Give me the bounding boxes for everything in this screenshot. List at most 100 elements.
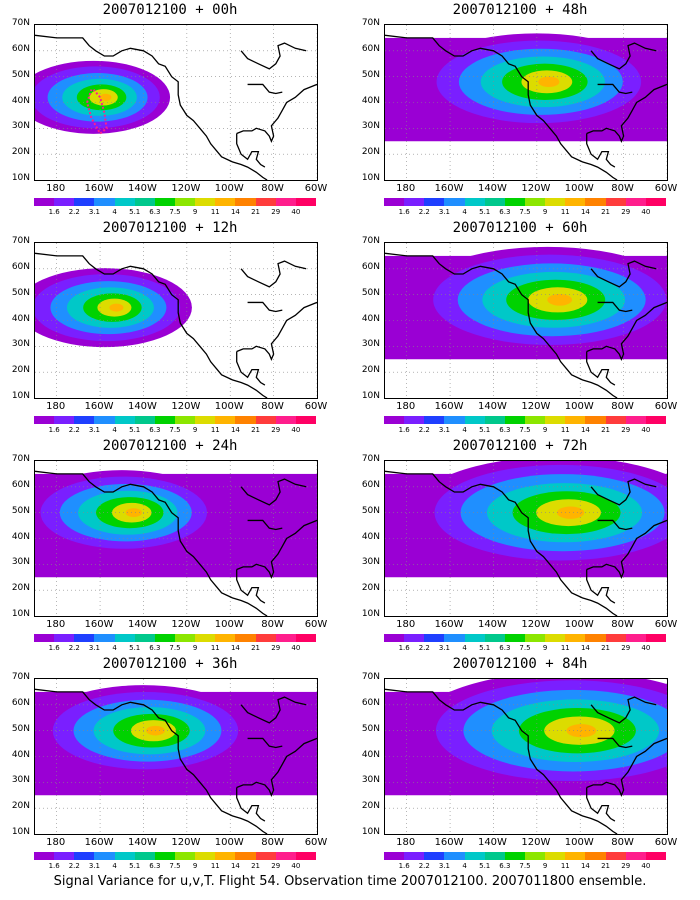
lon-label: 160W — [434, 837, 464, 848]
lon-label: 100W — [564, 401, 594, 412]
coastline — [236, 787, 266, 822]
colorbar-label: 14 — [230, 862, 240, 870]
coastline — [586, 83, 667, 144]
lon-label: 120W — [521, 619, 551, 630]
lon-label: 180 — [46, 183, 66, 194]
lon-label: 140W — [477, 837, 507, 848]
colorbar-swatch — [384, 852, 405, 860]
coastline — [35, 470, 268, 616]
colorbar-swatch — [424, 634, 445, 642]
lon-label: 80W — [611, 183, 634, 194]
colorbar-swatch — [174, 852, 196, 860]
colorbar-swatch — [484, 852, 505, 860]
colorbar-swatch — [384, 198, 405, 206]
colorbar-swatch — [34, 416, 55, 424]
colorbar-label: 21 — [601, 644, 611, 652]
flight-track — [86, 88, 108, 136]
lon-label: 160W — [84, 183, 114, 194]
map-panel: 2007012100 + 24h 70N 60N 50N 40N 30N 20N 10N 180… — [0, 436, 340, 654]
panel-title: 2007012100 + 72h — [452, 438, 588, 454]
lat-label: 70N — [361, 236, 380, 246]
colorbar-swatch — [444, 416, 465, 424]
colorbar-label: 4 — [462, 862, 467, 870]
coastline — [586, 569, 616, 604]
lon-label: 140W — [127, 401, 157, 412]
colorbar-swatch — [545, 634, 566, 642]
lon-label: 60W — [654, 401, 678, 412]
colorbar-label: 21 — [251, 862, 261, 870]
colorbar-label: 9 — [192, 208, 198, 216]
coastline — [385, 470, 618, 616]
lat-label: 20N — [361, 583, 380, 594]
lat-label: 30N — [361, 121, 380, 132]
lat-label: 20N — [11, 147, 30, 158]
colorbar-label: 3.1 — [438, 644, 450, 652]
colorbar-swatch — [565, 198, 586, 206]
coastline — [586, 351, 616, 386]
colorbar — [34, 416, 316, 424]
colorbar-swatch — [255, 852, 276, 860]
colorbar-label: 9 — [192, 644, 198, 652]
lon-label: 180 — [396, 183, 416, 194]
colorbar-swatch — [114, 198, 135, 206]
colorbar-swatch — [585, 198, 606, 206]
colorbar-swatch — [444, 852, 465, 860]
colorbar-swatch — [645, 198, 666, 206]
colorbar-swatch — [524, 852, 546, 860]
lat-label: 40N — [11, 749, 30, 760]
lon-label: 120W — [171, 619, 201, 630]
lat-label: 70N — [11, 236, 30, 246]
coastline — [385, 34, 618, 180]
colorbar-label: 7.5 — [169, 862, 181, 870]
lat-label: 40N — [361, 749, 380, 760]
colorbar-label: 7.5 — [519, 644, 531, 652]
colorbar-swatch — [195, 198, 216, 206]
map-panel: 2007012100 + 48h 70N 60N 50N 40N 30N 20N 10N 180… — [350, 0, 690, 218]
lon-label: 60W — [304, 619, 328, 630]
colorbar-label: 29 — [621, 862, 631, 870]
lon-label: 180 — [46, 401, 66, 412]
coastline — [590, 260, 657, 288]
coastline — [586, 787, 616, 822]
colorbar-label: 1.6 — [48, 426, 60, 434]
colorbar-label: 6.3 — [499, 426, 511, 434]
lon-label: 100W — [564, 837, 594, 848]
lon-label: 100W — [214, 401, 244, 412]
colorbar-label: 21 — [251, 644, 261, 652]
colorbar-swatch — [565, 416, 586, 424]
colorbar-label: 14 — [580, 426, 590, 434]
colorbar-label: 9 — [542, 862, 548, 870]
lon-label: 120W — [171, 837, 201, 848]
colorbar-label: 2.2 — [68, 862, 80, 870]
colorbar-swatch — [174, 634, 196, 642]
colorbar-swatch — [255, 634, 276, 642]
lon-label: 80W — [261, 837, 284, 848]
lat-label: 10N — [11, 173, 30, 183]
lat-label: 40N — [11, 313, 30, 324]
colorbar-label: 9 — [542, 208, 548, 216]
colorbar-swatch — [195, 852, 216, 860]
lat-label: 70N — [361, 18, 380, 28]
colorbar-swatch — [174, 198, 196, 206]
map-panel: 2007012100 + 72h 70N 60N 50N 40N 30N 20N 10N 180… — [350, 436, 690, 654]
colorbar-swatch — [275, 852, 296, 860]
colorbar-label: 2.2 — [418, 644, 430, 652]
colorbar-swatch — [295, 634, 316, 642]
colorbar-label: 11 — [560, 426, 570, 434]
colorbar-label: 11 — [560, 862, 570, 870]
lat-label: 30N — [11, 121, 30, 132]
map-plot — [34, 242, 318, 399]
lon-label: 140W — [127, 183, 157, 194]
colorbar-label: 6.3 — [499, 208, 511, 216]
colorbar-label: 40 — [291, 208, 301, 216]
lon-label: 80W — [611, 837, 634, 848]
lon-label: 80W — [611, 401, 634, 412]
colorbar-label: 6.3 — [149, 208, 161, 216]
lon-label: 180 — [396, 401, 416, 412]
colorbar-swatch — [645, 416, 666, 424]
colorbar-swatch — [134, 634, 155, 642]
lon-label: 80W — [611, 619, 634, 630]
lat-label: 20N — [361, 801, 380, 812]
lat-label: 10N — [11, 827, 30, 837]
lat-label: 60N — [361, 697, 380, 708]
